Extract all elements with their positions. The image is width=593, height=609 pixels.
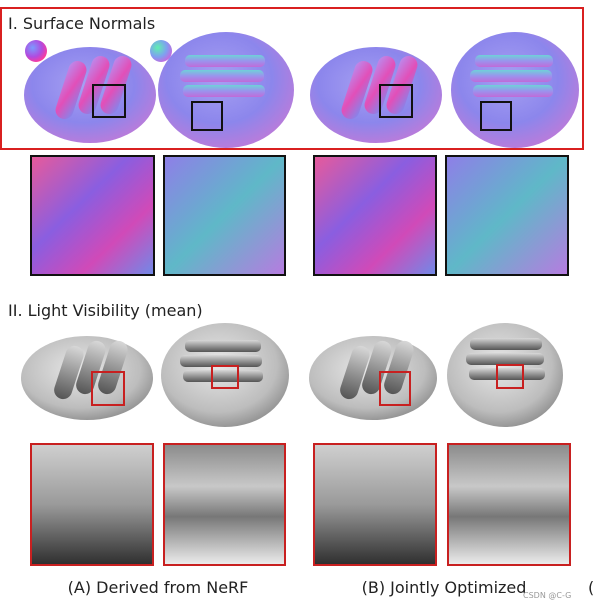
caption: (A) Derived from NeRF [68, 578, 249, 597]
edge-text: ( [588, 578, 593, 597]
normal-renders [24, 32, 579, 148]
visibility-zooms [30, 443, 571, 566]
caption: (B) Jointly Optimized [362, 578, 527, 597]
watermark: CSDN @C-G [523, 591, 571, 600]
section-title: II. Light Visibility (mean) [8, 301, 203, 320]
section-title: I. Surface Normals [8, 14, 155, 33]
visibility-renders [21, 323, 563, 427]
normal-zooms [30, 155, 569, 276]
highlight-frame [0, 7, 584, 150]
